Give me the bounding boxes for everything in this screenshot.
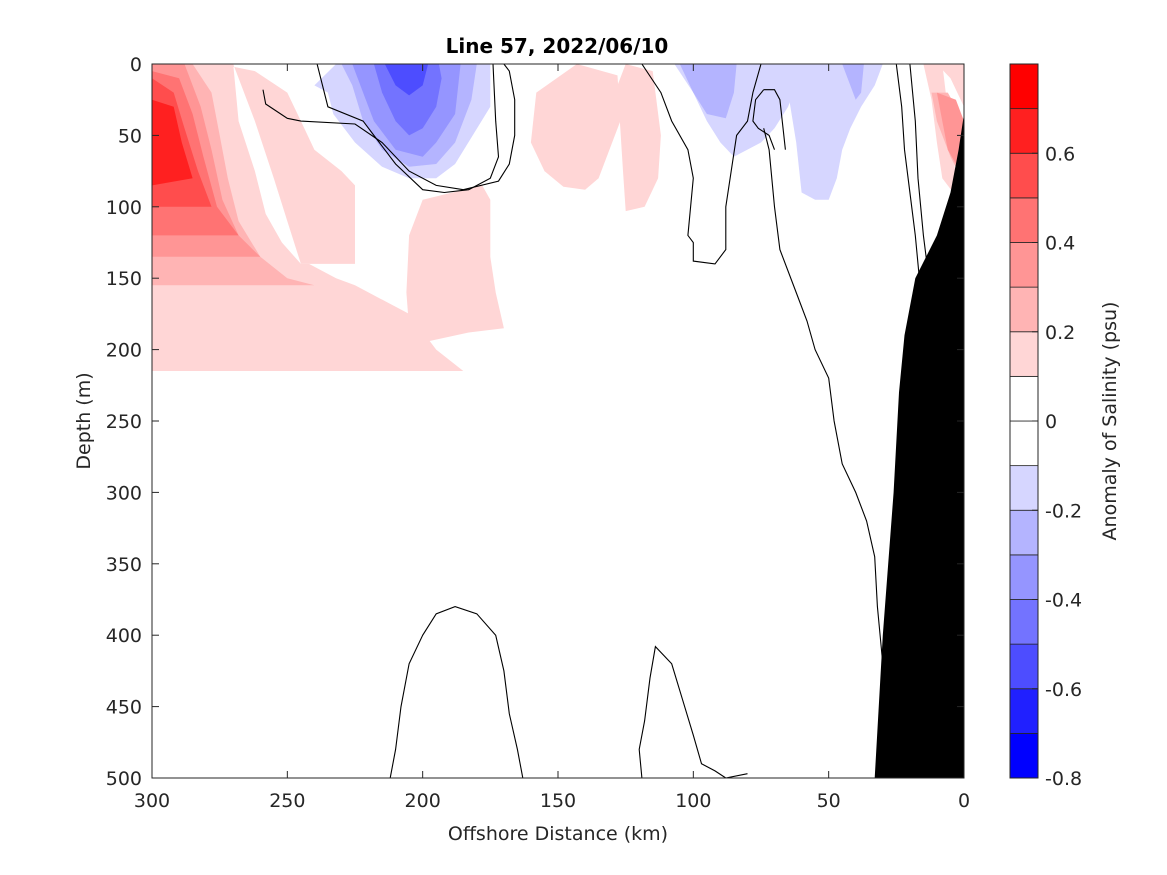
y-tick-label: 150 bbox=[106, 268, 142, 290]
colorbar-swatch bbox=[1009, 63, 1039, 110]
zero-contour-8 bbox=[389, 606, 524, 778]
colorbar-swatch bbox=[1009, 509, 1039, 556]
colorbar-swatch bbox=[1009, 375, 1039, 422]
anomaly-region-19 bbox=[384, 64, 429, 96]
y-tick-label: 400 bbox=[106, 625, 142, 647]
colorbar-swatch bbox=[1009, 554, 1039, 600]
anomaly-region-10 bbox=[617, 64, 661, 212]
bathymetry-shelf bbox=[874, 114, 964, 778]
colorbar-swatch bbox=[1009, 599, 1039, 645]
anomaly-region-8 bbox=[406, 185, 504, 343]
colorbar: -0.8 -0.6 -0.4 -0.2 0 0.2 0.4 0.6 bbox=[1009, 63, 1082, 790]
colorbar-swatch bbox=[1009, 286, 1039, 333]
y-tick-label: 50 bbox=[118, 125, 142, 147]
anomaly-region-7 bbox=[152, 99, 193, 186]
colorbar-tick-label: 0.4 bbox=[1045, 233, 1075, 255]
x-tick-label: 0 bbox=[958, 790, 970, 812]
y-tick-label: 350 bbox=[106, 554, 142, 576]
colorbar-tick-label: -0.2 bbox=[1045, 500, 1082, 522]
colorbar-swatch bbox=[1009, 331, 1039, 377]
x-tick-label: 150 bbox=[540, 790, 576, 812]
anomaly-fill-layer bbox=[152, 64, 964, 371]
y-tick-label: 500 bbox=[106, 768, 142, 790]
anomaly-region-11 bbox=[936, 64, 964, 107]
colorbar-swatch bbox=[1009, 465, 1039, 511]
y-axis-label: Depth (m) bbox=[73, 372, 95, 469]
colorbar-tick-label: -0.8 bbox=[1045, 768, 1082, 790]
zero-contour-0 bbox=[316, 64, 500, 194]
zero-contour-4 bbox=[752, 89, 776, 150]
colorbar-swatch bbox=[1009, 732, 1039, 779]
colorbar-tick-label: -0.6 bbox=[1045, 679, 1082, 701]
zero-contour-2 bbox=[641, 64, 762, 265]
colorbar-tick-label: -0.4 bbox=[1045, 590, 1082, 612]
x-axis: 300 250 200 150 100 50 0 bbox=[134, 64, 970, 812]
colorbar-swatch bbox=[1009, 688, 1039, 734]
colorbar-swatch bbox=[1009, 197, 1039, 243]
zero-contour-1 bbox=[262, 64, 516, 191]
anomaly-region-9 bbox=[530, 64, 621, 190]
plot-area: 300 250 200 150 100 50 0 050100150200250300350… bbox=[106, 54, 970, 812]
anomaly-region-14 bbox=[936, 92, 964, 164]
y-tick-label: 100 bbox=[106, 197, 142, 219]
x-tick-label: 200 bbox=[405, 790, 441, 812]
colorbar-tick-label: 0 bbox=[1045, 411, 1057, 433]
colorbar-swatch bbox=[1009, 643, 1039, 690]
anomaly-region-2 bbox=[219, 64, 355, 264]
colorbar-swatch bbox=[1009, 242, 1039, 288]
anomaly-region-21 bbox=[679, 64, 737, 119]
chart-title: Line 57, 2022/06/10 bbox=[446, 34, 669, 58]
colorbar-tick-label: 0.2 bbox=[1045, 322, 1075, 344]
x-tick-label: 250 bbox=[269, 790, 305, 812]
colorbar-label: Anomaly of Salinity (psu) bbox=[1099, 302, 1121, 541]
anomaly-region-1 bbox=[152, 263, 464, 371]
colorbar-tick-label: 0.6 bbox=[1045, 143, 1075, 165]
zero-contour-9 bbox=[638, 645, 748, 778]
x-axis-label: Offshore Distance (km) bbox=[448, 823, 668, 845]
x-tick-label: 100 bbox=[675, 790, 711, 812]
zero-contour-5 bbox=[763, 89, 786, 150]
y-tick-label: 300 bbox=[106, 482, 142, 504]
colorbar-swatch bbox=[1009, 420, 1039, 467]
x-tick-label: 50 bbox=[817, 790, 841, 812]
y-tick-label: 200 bbox=[106, 340, 142, 362]
zero-contour-7 bbox=[909, 64, 930, 279]
anomaly-region-22 bbox=[779, 64, 883, 200]
y-tick-label: 450 bbox=[106, 697, 142, 719]
y-axis: 0 50 100 150 200 250 300 350 400 450 500 bbox=[106, 54, 964, 790]
bathymetry-layer bbox=[874, 114, 964, 778]
anomaly-region-23 bbox=[842, 64, 864, 100]
y-tick-label: 250 bbox=[106, 411, 142, 433]
anomaly-region-18 bbox=[373, 64, 442, 136]
y-tick-label: 0 bbox=[130, 54, 142, 76]
colorbar-swatch bbox=[1009, 152, 1039, 199]
x-tick-label: 300 bbox=[134, 790, 170, 812]
colorbar-swatch bbox=[1009, 108, 1039, 154]
